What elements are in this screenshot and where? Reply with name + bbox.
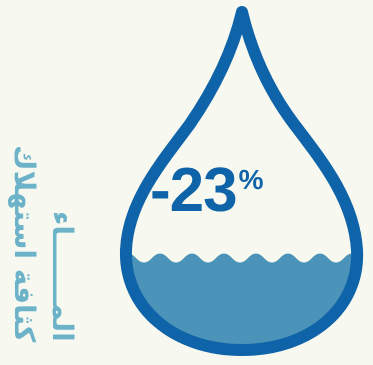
title-line-2: المـــــــاء: [46, 211, 79, 342]
percent-sign: %: [238, 164, 264, 195]
title-line-1: كثافة استهلاك: [8, 144, 41, 342]
percent-value: -23: [150, 156, 238, 225]
water-consumption-title: كثافة استهلاك المـــــــاء: [8, 92, 79, 342]
drop-outline: [119, 6, 364, 356]
consumption-change-value: -23 %: [150, 160, 340, 230]
